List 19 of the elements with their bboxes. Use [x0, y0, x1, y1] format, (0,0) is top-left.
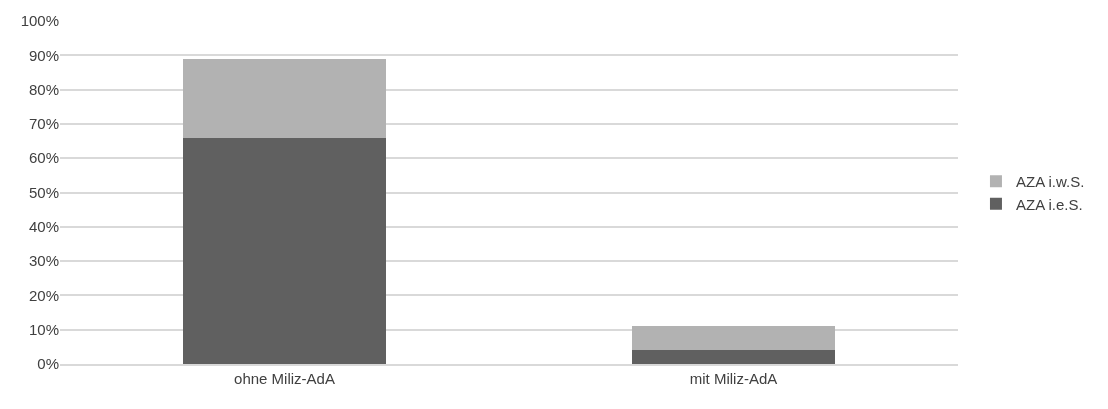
x-tick-label: mit Miliz-AdA: [689, 369, 778, 387]
y-tick-label: 10%: [28, 320, 59, 338]
y-tick-label: 20%: [28, 286, 59, 304]
y-tick-label: 50%: [28, 183, 59, 201]
y-tick-label: 30%: [28, 252, 59, 270]
legend-label: AZA i.e.S.: [1015, 195, 1083, 213]
y-tick-label: 90%: [28, 46, 59, 64]
x-tick-label: ohne Miliz-AdA: [234, 369, 335, 387]
bar: [183, 58, 386, 138]
y-tick-label: 80%: [28, 80, 59, 98]
bar: [632, 326, 835, 351]
bar: [632, 350, 835, 364]
y-tick-label: 60%: [28, 149, 59, 167]
y-tick-label: 100%: [20, 12, 59, 30]
y-tick-label: 40%: [28, 218, 59, 236]
y-tick-label: 0%: [37, 355, 59, 373]
legend-label: AZA i.w.S.: [1015, 173, 1085, 191]
bar: [183, 137, 386, 364]
y-tick-label: 70%: [28, 115, 59, 133]
